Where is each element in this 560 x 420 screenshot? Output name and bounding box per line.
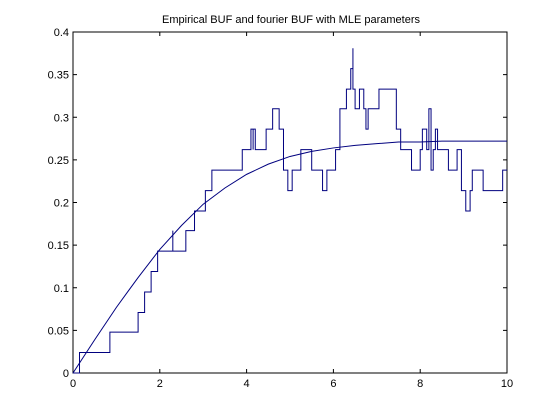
plot-axes xyxy=(72,31,508,374)
y-tick-label: 0.25 xyxy=(48,155,69,167)
y-tick-label: 0.2 xyxy=(54,198,69,210)
y-tick-label: 0.4 xyxy=(54,27,69,39)
fourier-buf-line xyxy=(72,140,507,374)
y-tick-label: 0.35 xyxy=(48,70,69,82)
x-tick-label: 8 xyxy=(417,378,423,390)
x-tick-label: 6 xyxy=(330,378,336,390)
y-tick-label: 0.15 xyxy=(48,240,69,252)
y-tick-label: 0.05 xyxy=(48,325,69,337)
chart-title: Empirical BUF and fourier BUF with MLE p… xyxy=(162,14,420,26)
y-tick-label: 0.1 xyxy=(54,283,69,295)
y-tick-label: 0 xyxy=(63,368,69,380)
series-layer xyxy=(72,48,507,374)
x-tick-label: 2 xyxy=(157,378,163,390)
y-tick-label: 0.3 xyxy=(54,112,69,124)
x-tick-label: 4 xyxy=(244,378,250,390)
x-tick-labels: 0 2 4 6 8 10 xyxy=(70,378,513,390)
empirical-buf-line xyxy=(73,48,507,374)
x-tick-label: 0 xyxy=(70,378,76,390)
x-tick-label: 10 xyxy=(501,378,513,390)
plot-frame xyxy=(72,31,508,374)
y-tick-labels: 0 0.05 0.1 0.15 0.2 0.25 0.3 0.35 0.4 xyxy=(48,27,69,380)
